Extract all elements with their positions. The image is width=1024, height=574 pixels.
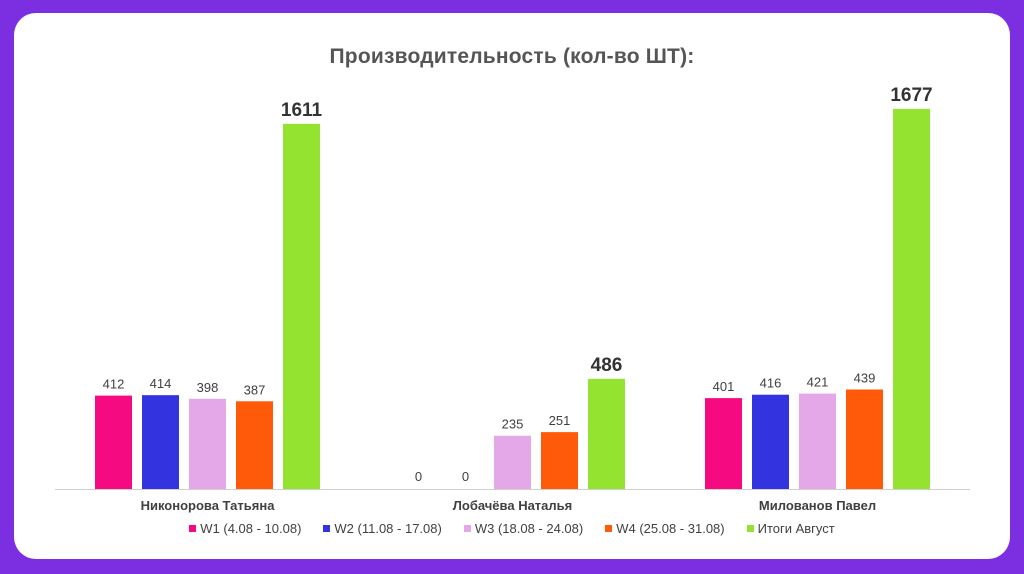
data-label: 401 — [713, 379, 735, 394]
bar — [588, 378, 625, 489]
legend-swatch — [746, 525, 754, 532]
bar — [846, 389, 883, 489]
data-label: 414 — [150, 376, 172, 391]
data-label: 439 — [854, 370, 876, 385]
legend: W1 (4.08 - 10.08) W2 (11.08 - 17.08) W3 (1… — [0, 521, 1024, 536]
category-label: Лобачёва Наталья — [453, 498, 573, 513]
data-label: 0 — [462, 469, 469, 484]
bar — [799, 393, 836, 489]
data-label: 412 — [103, 377, 125, 392]
legend-swatch — [605, 525, 613, 532]
bar — [494, 435, 531, 489]
bar — [541, 432, 578, 489]
bar — [95, 395, 132, 489]
legend-swatch — [463, 525, 471, 532]
bar — [752, 394, 789, 489]
data-label: 251 — [549, 413, 571, 428]
legend-item: W4 (25.08 - 31.08) — [605, 521, 725, 536]
legend-item: W1 (4.08 - 10.08) — [189, 521, 301, 536]
legend-item: W2 (11.08 - 17.08) — [323, 521, 442, 536]
data-label: 416 — [760, 376, 782, 391]
legend-label: W1 (4.08 - 10.08) — [200, 521, 302, 536]
data-label: 1611 — [281, 100, 323, 121]
data-label: 1677 — [890, 85, 932, 106]
legend-item: W3 (18.08 - 24.08) — [463, 521, 584, 536]
data-label: 486 — [591, 355, 623, 376]
legend-label: Итоги Август — [757, 521, 835, 536]
bar — [142, 395, 179, 489]
legend-label: W4 (25.08 - 31.08) — [616, 521, 725, 536]
data-label: 235 — [502, 417, 524, 432]
chart-title: Производительность (кол-во ШТ): — [329, 45, 695, 68]
bar — [189, 398, 226, 489]
bar — [236, 401, 273, 489]
legend-swatch — [189, 525, 197, 532]
legend-swatch — [323, 525, 331, 532]
legend-label: W2 (11.08 - 17.08) — [334, 521, 442, 536]
data-label: 387 — [244, 382, 266, 397]
data-label: 421 — [807, 375, 829, 390]
data-label: 398 — [197, 380, 219, 395]
category-label: Милованов Павел — [759, 498, 876, 513]
legend-item: Итоги Август — [746, 521, 835, 536]
bar — [893, 108, 930, 489]
bar — [283, 123, 320, 489]
data-label: 0 — [415, 469, 422, 484]
category-label: Никонорова Татьяна — [141, 498, 276, 513]
bar — [705, 398, 742, 489]
legend-label: W3 (18.08 - 24.08) — [474, 521, 584, 536]
